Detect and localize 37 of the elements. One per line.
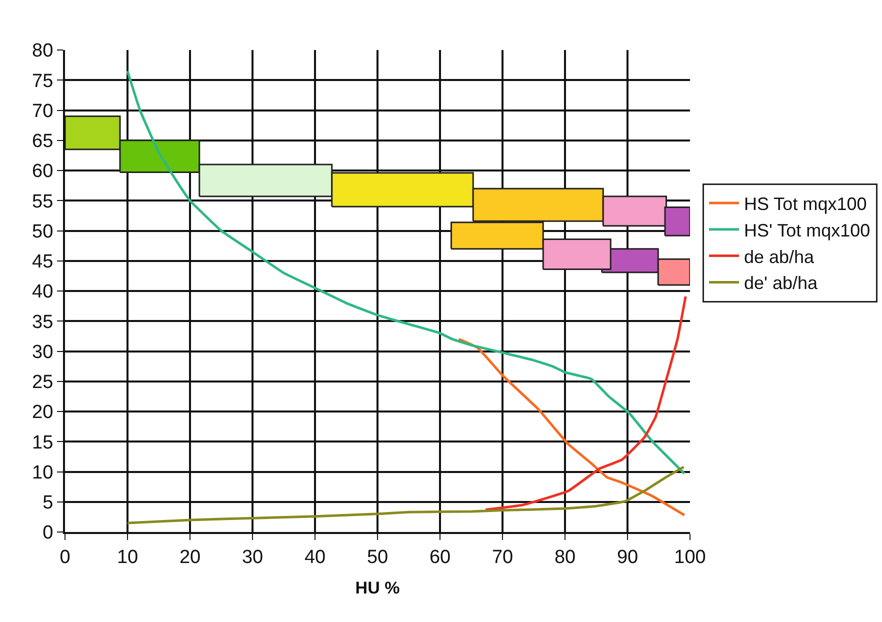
y-tick-label: 60 <box>32 161 54 182</box>
y-tick-label: 45 <box>32 252 54 273</box>
y-tick-label: 20 <box>32 402 54 424</box>
x-tick-label: 0 <box>60 546 70 568</box>
y-tick-label: 0 <box>42 522 54 544</box>
x-tick-label: 60 <box>429 546 451 568</box>
x-tick-label: 100 <box>674 546 706 568</box>
y-tick-label: 75 <box>32 70 54 92</box>
line-series <box>484 295 687 511</box>
line-series <box>126 70 686 475</box>
y-tick-label: 35 <box>32 312 54 333</box>
y-tick-label: 10 <box>32 462 54 484</box>
legend-label: de ab/ha <box>744 246 816 267</box>
x-tick-label: 70 <box>492 546 514 568</box>
x-tick-label: 50 <box>366 546 388 568</box>
x-tick-label: 20 <box>179 546 201 568</box>
y-tick-label: 25 <box>32 372 54 394</box>
legend-label: HS' Tot mqx100 <box>744 220 870 240</box>
y-tick-label: 50 <box>32 221 54 242</box>
x-tick-label: 10 <box>116 546 138 568</box>
y-tick-label: 55 <box>32 191 54 212</box>
y-tick-label: 15 <box>32 432 54 454</box>
y-tick-label: 30 <box>32 342 54 363</box>
x-tick-label: 40 <box>304 546 326 568</box>
x-tick-label: 80 <box>554 546 576 568</box>
x-tick-label: 90 <box>616 546 638 568</box>
line-series <box>458 338 686 516</box>
legend-label: HS Tot mqx100 <box>744 194 867 214</box>
x-tick-label: 30 <box>242 546 264 568</box>
y-tick-label: 5 <box>42 492 54 514</box>
y-tick-label: 40 <box>32 282 54 303</box>
x-axis-title: HU % <box>355 578 400 598</box>
line-series <box>126 466 685 524</box>
y-tick-label: 80 <box>32 40 54 62</box>
y-tick-label: 70 <box>32 100 54 122</box>
y-tick-label: 65 <box>32 131 54 152</box>
legend-label: de' ab/ha <box>744 273 818 294</box>
